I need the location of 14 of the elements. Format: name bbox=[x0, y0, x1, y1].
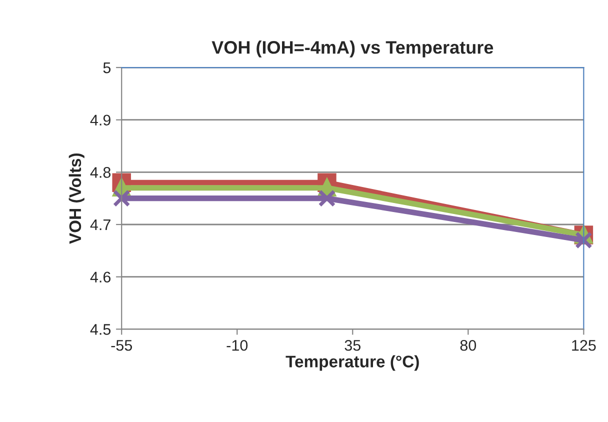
y-tick-label: 5 bbox=[103, 62, 111, 74]
y-tick-label: 4.8 bbox=[90, 167, 111, 178]
y-axis-title: VOH (Volts) bbox=[68, 153, 84, 244]
x-tick-label: -10 bbox=[226, 340, 248, 351]
y-tick-label: 4.5 bbox=[90, 324, 111, 335]
y-tick-label: 4.6 bbox=[90, 272, 111, 283]
chart-title: VOH (IOH=-4mA) vs Temperature bbox=[212, 40, 494, 58]
x-tick-label: 35 bbox=[344, 340, 360, 351]
y-tick-label: 4.7 bbox=[90, 220, 110, 230]
x-tick-label: -55 bbox=[111, 340, 132, 351]
x-tick-label: 80 bbox=[460, 340, 476, 351]
x-tick-label: 125 bbox=[572, 340, 596, 351]
y-tick-label: 4.9 bbox=[90, 114, 110, 126]
x-axis-title: Temperature (°C) bbox=[286, 355, 419, 371]
